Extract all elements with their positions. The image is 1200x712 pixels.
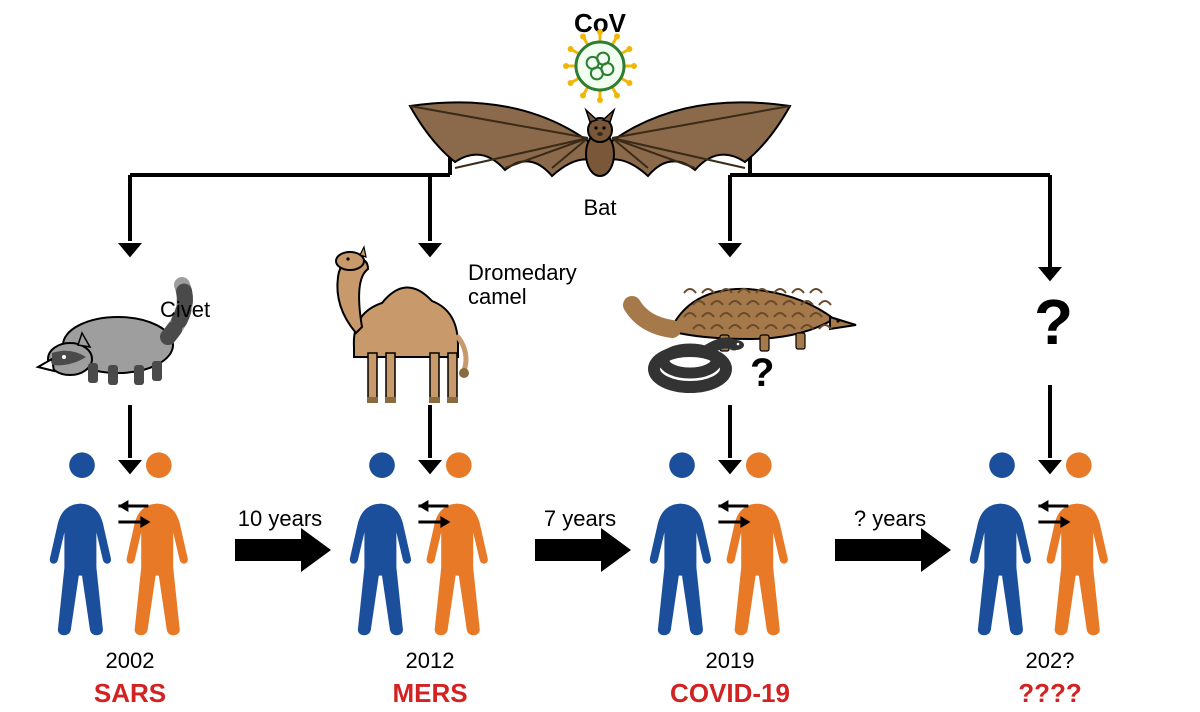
- human-figures: [0, 0, 1200, 712]
